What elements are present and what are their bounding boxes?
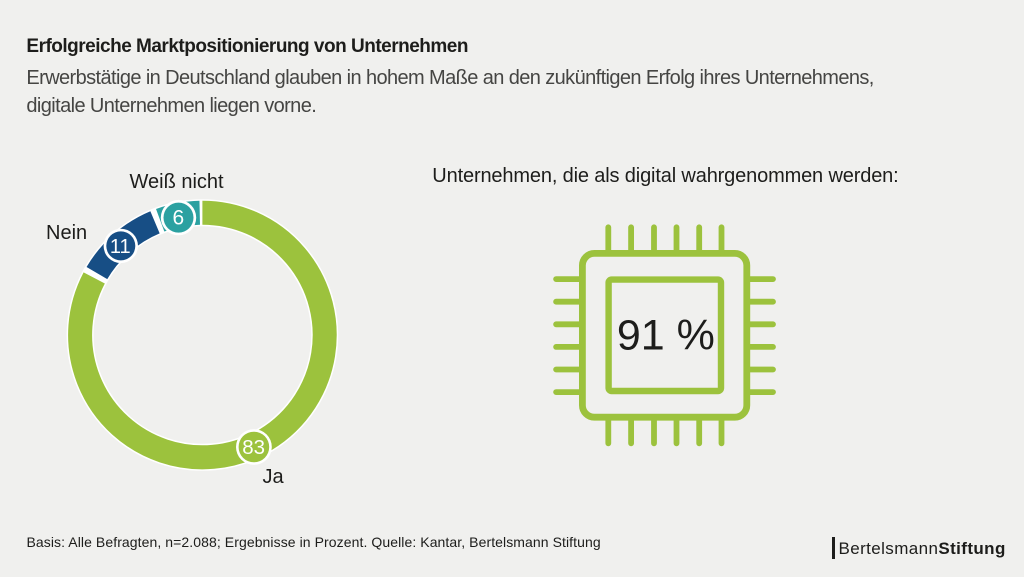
svg-text:83: 83 (242, 436, 265, 459)
svg-text:91 %: 91 % (617, 311, 715, 359)
svg-text:6: 6 (173, 207, 185, 230)
svg-text:11: 11 (110, 236, 131, 258)
